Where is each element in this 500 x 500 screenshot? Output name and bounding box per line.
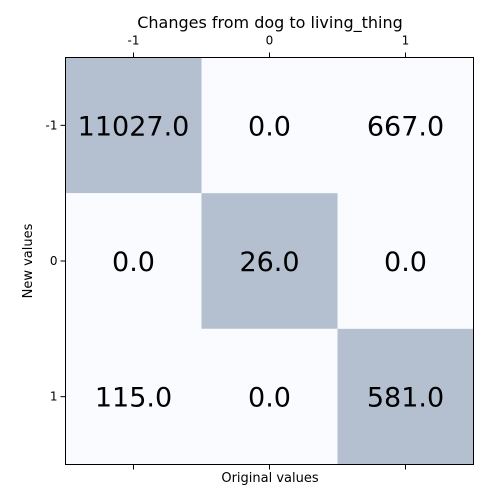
plot-frame (65, 57, 474, 465)
cell-value-label: 115.0 (95, 383, 172, 414)
x-tick-label: -1 (128, 34, 140, 48)
y-axis-label: New values (21, 223, 36, 298)
y-tick-label: 1 (50, 390, 58, 404)
ticks-layer: -1 0 1 -1 0 1 (46, 34, 410, 470)
heatmap-cell (337, 57, 474, 194)
cell-value-label: 581.0 (367, 383, 444, 414)
cell-value-label: 11027.0 (78, 111, 190, 142)
cell-value-label: 26.0 (239, 247, 299, 278)
y-tick-label: 0 (50, 254, 58, 268)
x-tick-label: 0 (266, 34, 274, 48)
cell-value-label: 0.0 (384, 247, 427, 278)
heatmap-cell (201, 328, 338, 465)
x-tick-label: 1 (402, 34, 410, 48)
heatmap-cell (337, 328, 474, 465)
heatmap-cell (65, 193, 202, 329)
heatmap-cell (337, 193, 474, 329)
cell-value-label: 667.0 (367, 111, 444, 142)
cell-value-label: 0.0 (248, 111, 291, 142)
cells-layer: 11027.0 0.0 667.0 0.0 26.0 0.0 115.0 0.0 581.0 (65, 57, 474, 465)
chart-title: Changes from dog to living_thing (137, 13, 403, 33)
cell-value-label: 0.0 (112, 247, 155, 278)
y-tick-label: -1 (46, 118, 58, 132)
heatmap-cell (201, 57, 338, 194)
heatmap-cell (65, 328, 202, 465)
heatmap-cell (201, 193, 338, 329)
heatmap-cell (65, 57, 202, 194)
x-axis-label: Original values (221, 471, 319, 486)
cell-value-label: 0.0 (248, 383, 291, 414)
